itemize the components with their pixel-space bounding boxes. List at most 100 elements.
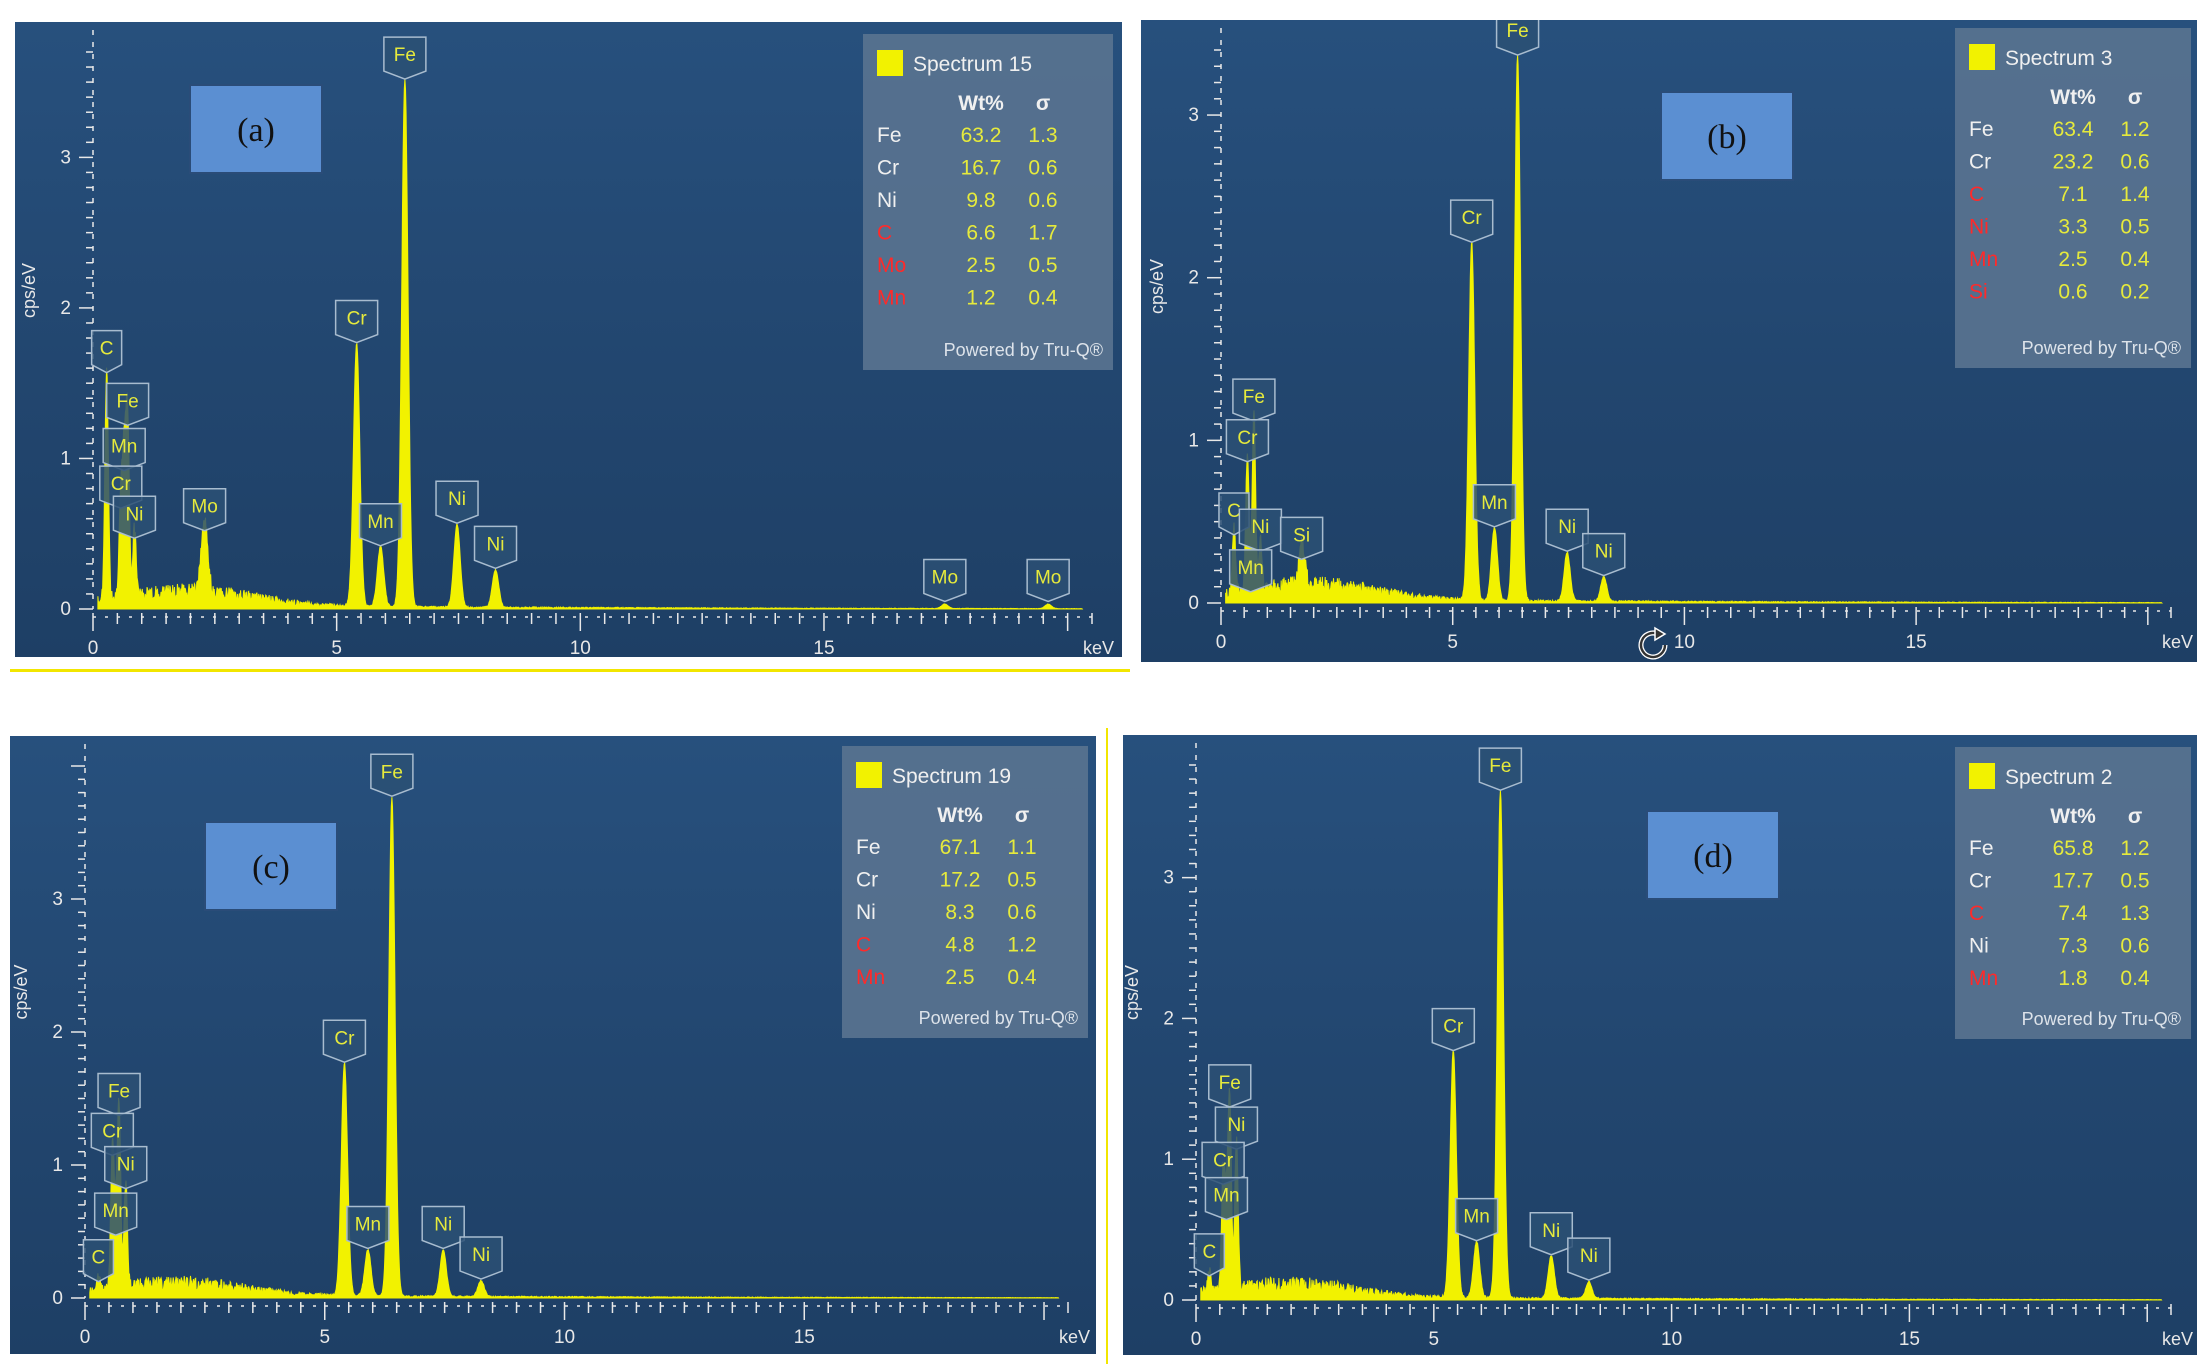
peak-label-text: Fe bbox=[117, 391, 139, 412]
element-sigma-value: 0.4 bbox=[2120, 248, 2150, 271]
element-sigma-value: 1.7 bbox=[1028, 222, 1057, 245]
element-wt-value: 3.3 bbox=[2058, 216, 2087, 239]
peak-label: Ni bbox=[1567, 1237, 1611, 1281]
x-tick-label: 15 bbox=[794, 1327, 815, 1348]
column-header-sigma: σ bbox=[1015, 804, 1029, 827]
peak-marker bbox=[1495, 20, 1540, 56]
peak-label: Cr bbox=[1201, 1141, 1245, 1186]
peak-marker bbox=[346, 1205, 390, 1250]
peak-marker bbox=[1431, 1007, 1476, 1052]
peak-marker bbox=[93, 1192, 138, 1236]
peak-label-text: Fe bbox=[1219, 1073, 1241, 1094]
peak-label-text: Mn bbox=[1481, 493, 1507, 514]
peak-label-text: Cr bbox=[1213, 1150, 1234, 1171]
element-symbol: Ni bbox=[856, 901, 876, 924]
peak-label: Ni bbox=[435, 480, 479, 525]
element-sigma-value: 0.2 bbox=[2120, 281, 2149, 304]
peak-label: Ni bbox=[1214, 1106, 1259, 1150]
peak-label: Mn bbox=[102, 427, 146, 472]
element-wt-value: 0.6 bbox=[2058, 281, 2087, 304]
panel-label-box bbox=[204, 821, 338, 911]
peak-label: Ni bbox=[1238, 508, 1283, 553]
peak-marker bbox=[1545, 508, 1589, 553]
peak-marker bbox=[1228, 549, 1273, 593]
rotate-icon[interactable] bbox=[1633, 625, 1673, 665]
y-tick-label: 2 bbox=[1188, 268, 1199, 289]
element-sigma-value: 1.3 bbox=[1028, 124, 1057, 147]
element-symbol: Si bbox=[1969, 281, 1988, 304]
peak-label-text: Mn bbox=[1237, 558, 1263, 579]
element-wt-value: 1.2 bbox=[966, 287, 995, 310]
spectrum-name: Spectrum 15 bbox=[913, 53, 1032, 76]
peak-label: C bbox=[82, 1238, 115, 1283]
peak-label-text: Ni bbox=[1580, 1246, 1598, 1267]
peak-label: C bbox=[90, 329, 123, 374]
x-tick-label: 10 bbox=[554, 1327, 575, 1348]
column-header-wt: Wt% bbox=[937, 804, 983, 827]
results-table-bg bbox=[1955, 747, 2191, 1039]
results-table: Spectrum 2 Wt% σ Fe 65.8 1.2 Cr 17.7 0.5 C 7.4 1.3 N… bbox=[1955, 747, 2191, 1039]
peak-label-text: C bbox=[1202, 1242, 1216, 1263]
spectrum-trace bbox=[89, 797, 1060, 1299]
peak-marker bbox=[97, 1072, 141, 1117]
peak-label: Ni bbox=[421, 1205, 465, 1250]
peak-label-text: Ni bbox=[1227, 1115, 1245, 1136]
peak-label-text: Mn bbox=[111, 437, 137, 458]
peak-marker bbox=[1026, 558, 1070, 603]
peak-label-text: Mo bbox=[1035, 567, 1061, 588]
x-tick-label: 5 bbox=[1429, 1329, 1440, 1350]
panel-label: (d) bbox=[1693, 838, 1733, 875]
peak-marker bbox=[105, 382, 150, 427]
y-tick-label: 3 bbox=[60, 147, 71, 168]
x-tick-label: 0 bbox=[1191, 1329, 1202, 1350]
spectrum-name: Spectrum 19 bbox=[892, 765, 1011, 788]
element-wt-value: 2.5 bbox=[2058, 248, 2087, 271]
x-tick-label: 15 bbox=[813, 638, 834, 657]
peak-label: Mn bbox=[1454, 1197, 1499, 1242]
peak-label: Mo bbox=[1026, 558, 1070, 603]
y-tick-label: 0 bbox=[60, 599, 71, 620]
element-sigma-value: 1.2 bbox=[2120, 837, 2149, 860]
peak-label: Mo bbox=[923, 558, 967, 603]
peak-label: Ni bbox=[1529, 1212, 1574, 1256]
panel-label-box bbox=[1646, 810, 1780, 900]
element-wt-value: 67.1 bbox=[940, 836, 981, 859]
peak-marker bbox=[435, 480, 479, 525]
eds-panel-b: 0 1 2 3 cps/eV 0 5 10 15 keV Fe Cr C Ni Mn Si Cr Mn Fe Ni Ni… bbox=[1141, 20, 2197, 662]
y-tick-label: 1 bbox=[60, 448, 71, 469]
element-sigma-value: 0.6 bbox=[2120, 151, 2149, 174]
peak-marker bbox=[1193, 1233, 1226, 1277]
element-sigma-value: 0.6 bbox=[1007, 901, 1036, 924]
y-tick-label: 1 bbox=[1163, 1149, 1174, 1170]
x-tick-label: 10 bbox=[570, 638, 591, 657]
peak-label-text: Mn bbox=[102, 1201, 128, 1222]
peak-label-text: Ni bbox=[472, 1245, 490, 1266]
peak-marker bbox=[182, 487, 227, 532]
separator-line bbox=[10, 669, 1130, 672]
peak-label-text: Ni bbox=[1595, 542, 1613, 563]
panel-label: (b) bbox=[1707, 119, 1747, 156]
spectrum-chart: 0 1 2 3 cps/eV 0 5 10 15 keV Fe Cr Ni Mn C Cr Mn Fe Ni Ni (c… bbox=[11, 744, 1090, 1348]
element-wt-value: 63.4 bbox=[2053, 118, 2094, 141]
peak-marker bbox=[1529, 1212, 1574, 1256]
peak-marker bbox=[1238, 508, 1283, 553]
element-symbol: Fe bbox=[1969, 118, 1994, 141]
element-wt-value: 23.2 bbox=[2053, 151, 2094, 174]
y-tick-label: 1 bbox=[1188, 430, 1199, 451]
peak-label-text: Ni bbox=[117, 1155, 135, 1176]
peak-label: Cr bbox=[1225, 419, 1270, 463]
y-tick-label: 0 bbox=[1163, 1290, 1174, 1311]
element-wt-value: 1.8 bbox=[2058, 967, 2087, 990]
results-table-bg bbox=[842, 746, 1088, 1038]
element-sigma-value: 0.4 bbox=[2120, 967, 2150, 990]
peak-label: Mn bbox=[93, 1192, 138, 1236]
peak-label: C bbox=[1193, 1233, 1226, 1277]
results-table: Spectrum 19 Wt% σ Fe 67.1 1.1 Cr 17.2 0.5 Ni 8.3 0.… bbox=[842, 746, 1088, 1038]
peak-label: Cr bbox=[322, 1019, 367, 1064]
element-wt-value: 63.2 bbox=[961, 124, 1002, 147]
y-tick-label: 3 bbox=[1163, 868, 1174, 889]
peak-label: Cr bbox=[90, 1112, 135, 1157]
element-symbol: Cr bbox=[877, 157, 899, 180]
peak-label-text: Fe bbox=[394, 45, 416, 66]
peak-label: Fe bbox=[1478, 747, 1523, 791]
